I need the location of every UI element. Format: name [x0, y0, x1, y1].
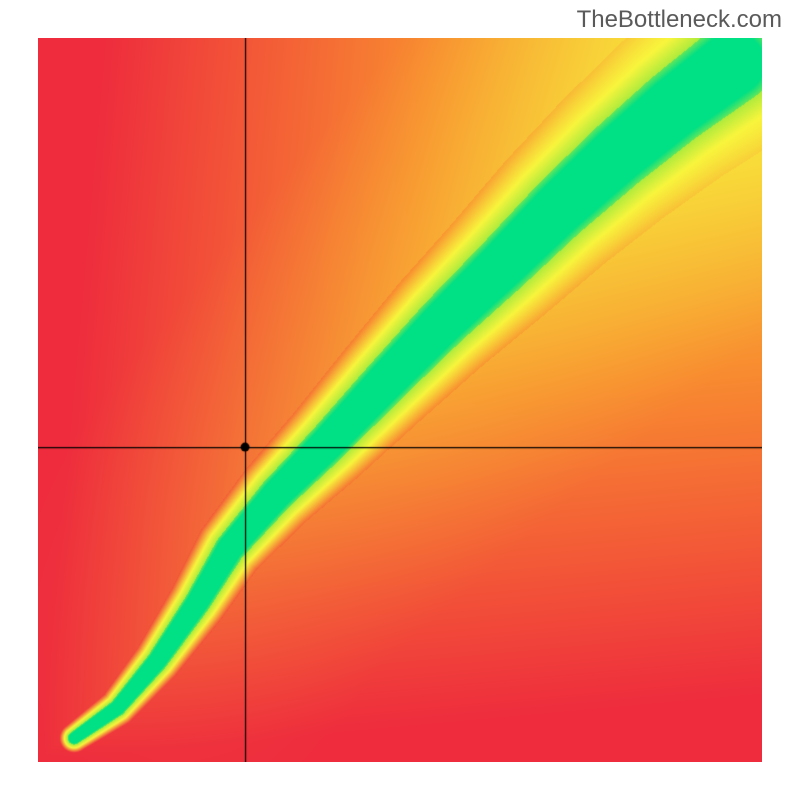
- watermark-text: TheBottleneck.com: [577, 6, 782, 34]
- heatmap-canvas: [38, 38, 762, 762]
- bottleneck-heatmap: [38, 38, 762, 762]
